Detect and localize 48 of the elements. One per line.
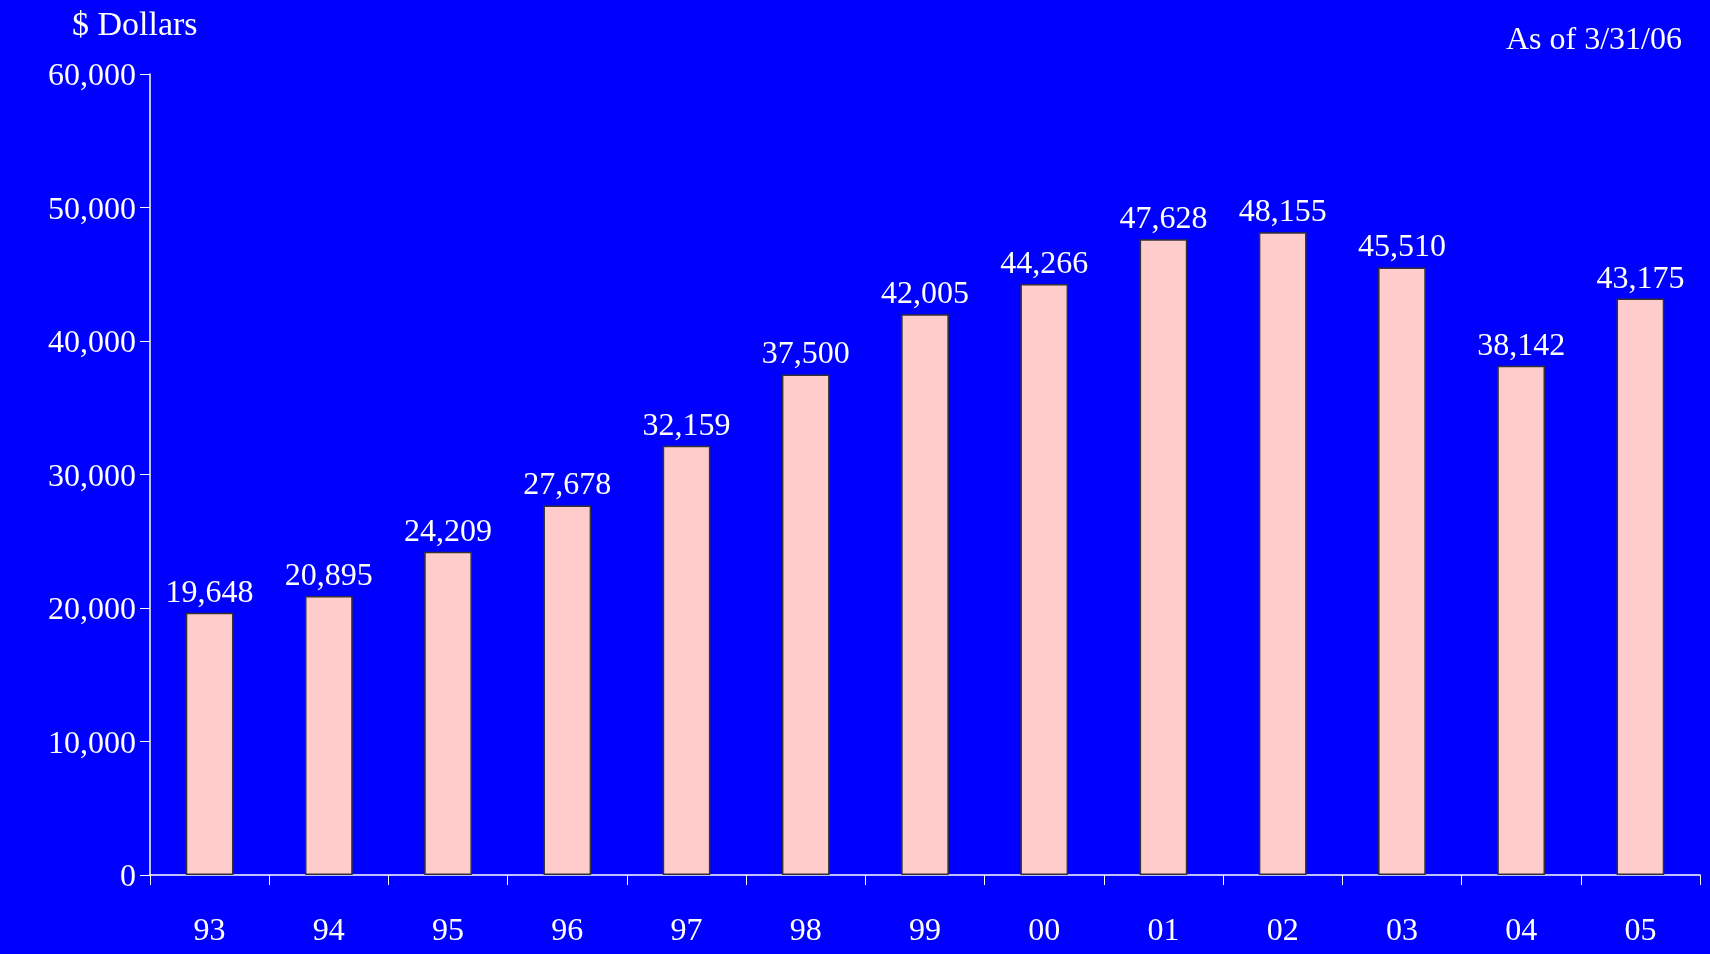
data-label: 43,175	[1596, 258, 1685, 295]
x-tick-label: 04	[1505, 911, 1538, 947]
x-tick-label: 95	[432, 911, 465, 947]
x-tick-label: 97	[670, 911, 703, 947]
x-tick-label: 05	[1624, 911, 1657, 947]
x-tick-label: 00	[1028, 911, 1061, 947]
text: As of 3/31/06	[1506, 20, 1682, 56]
data-label: 42,005	[881, 274, 969, 311]
x-tick-label: 01	[1147, 911, 1180, 947]
y-tick-label: 60,000	[48, 56, 136, 92]
x-tick-label: 02	[1266, 911, 1299, 947]
bar	[662, 445, 711, 875]
y-tick-label: 20,000	[48, 590, 136, 626]
x-tick-label: 03	[1385, 911, 1418, 947]
bar	[543, 505, 592, 875]
data-label: 45,510	[1357, 227, 1446, 264]
data-label: 32,159	[642, 405, 731, 442]
y-tick-label: 50,000	[48, 189, 136, 226]
x-tick-label: 98	[789, 911, 822, 947]
data-label: 24,209	[404, 511, 493, 548]
data-label: 38,142	[1477, 325, 1566, 362]
data-label: 20,895	[284, 556, 373, 593]
bar	[424, 551, 472, 875]
x-tick-label: 96	[551, 911, 584, 947]
x-tick-label: 93	[193, 911, 226, 947]
bar	[1139, 239, 1188, 875]
y-tick-label: 0	[120, 857, 136, 893]
y-tick-label: 10,000	[48, 723, 136, 760]
data-label: 37,500	[761, 334, 850, 371]
data-label: 19,648	[165, 572, 254, 609]
data-label: 47,628	[1119, 199, 1208, 236]
bar	[185, 612, 234, 875]
bar	[305, 596, 353, 875]
data-label: 44,266	[1000, 244, 1089, 281]
x-tick-label: 94	[312, 911, 345, 947]
bar	[1258, 232, 1307, 875]
bar	[901, 314, 949, 875]
y-tick-label: 40,000	[48, 323, 136, 359]
x-tick-label: 99	[909, 911, 941, 947]
bar	[781, 374, 830, 875]
y-axis-title: $ Dollars	[72, 4, 198, 42]
y-tick-label: 30,000	[48, 456, 136, 493]
bar	[1616, 298, 1665, 875]
bar	[1378, 267, 1426, 875]
data-label: 27,678	[523, 465, 612, 502]
bar	[1020, 284, 1069, 875]
data-label: 48,155	[1238, 192, 1327, 229]
bar	[1497, 365, 1545, 875]
